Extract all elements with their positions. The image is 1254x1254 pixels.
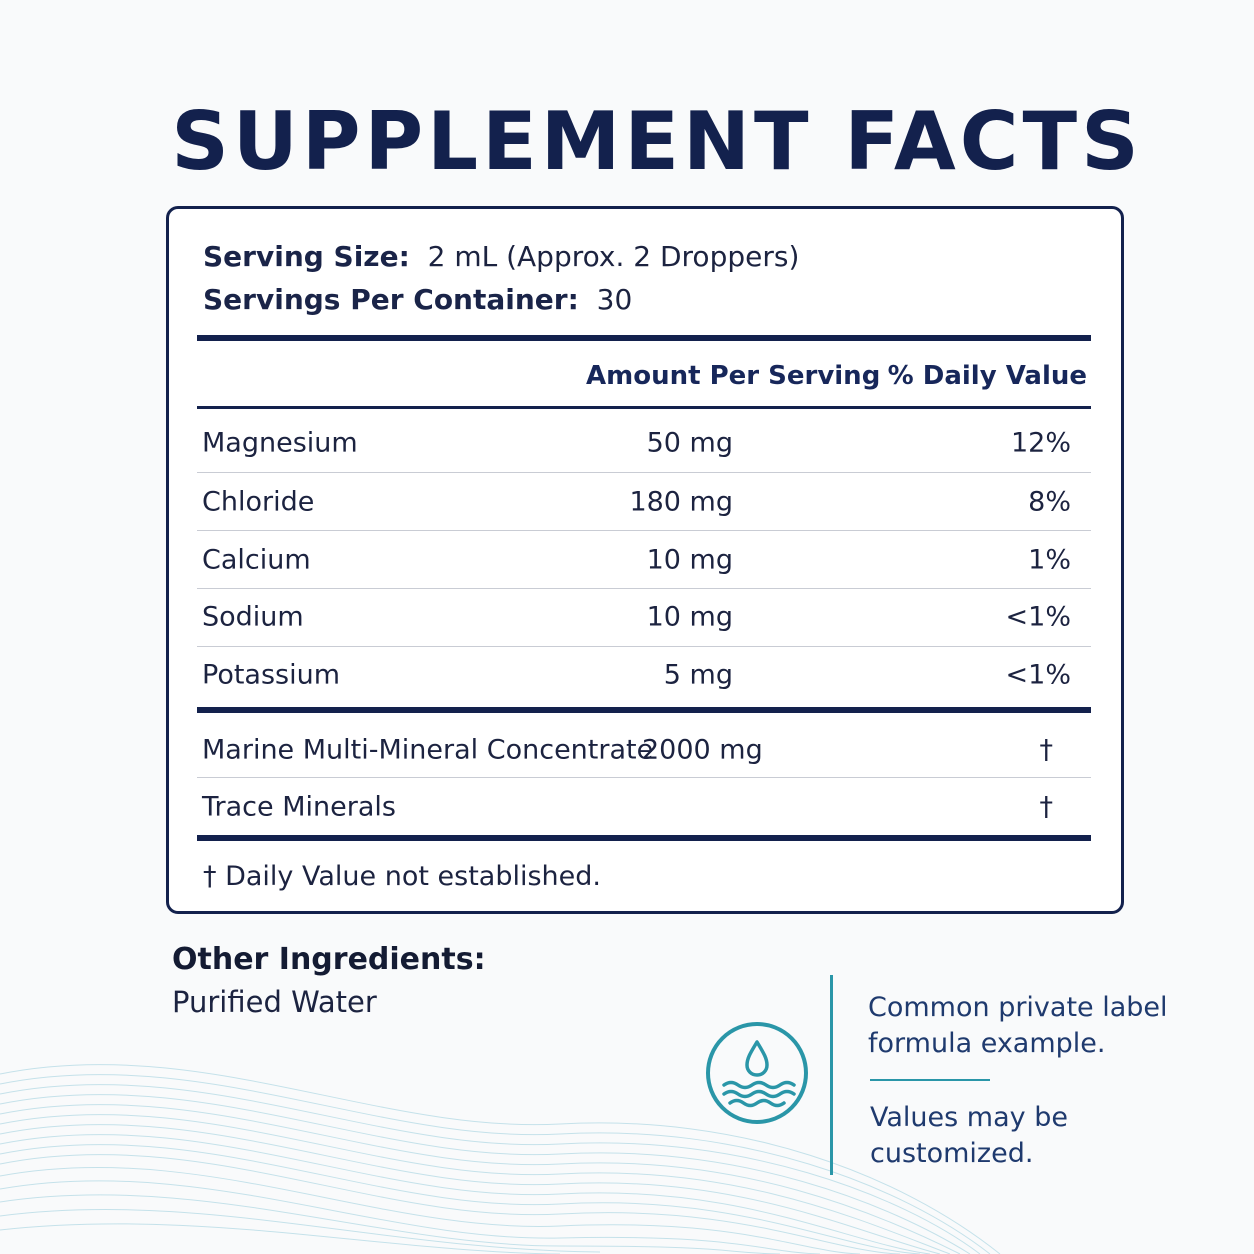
- nutrient-name: Sodium: [202, 601, 304, 633]
- table-row: Chloride 180 mg 8%: [197, 473, 1091, 531]
- note-formula-example: Common private label formula example.: [868, 992, 1168, 1059]
- note-divider-vertical: [830, 975, 833, 1175]
- table-row: Marine Multi-Mineral Concentrate 2000 mg…: [197, 721, 1091, 779]
- servings-per-container-value: 30: [596, 283, 633, 316]
- ingredient-daily-value: †: [1039, 734, 1054, 766]
- nutrient-amount: 10 mg: [646, 601, 733, 633]
- nutrient-amount: 5 mg: [663, 659, 733, 691]
- other-ingredients-label: Other Ingredients:: [172, 942, 486, 977]
- row-divider: [197, 530, 1091, 531]
- nutrient-name: Potassium: [202, 659, 341, 691]
- other-ingredients-value: Purified Water: [172, 985, 377, 1019]
- nutrient-daily-value: 1%: [1028, 544, 1071, 576]
- divider-thick: [197, 835, 1091, 841]
- nutrient-daily-value: 12%: [1010, 427, 1071, 459]
- nutrient-daily-value: <1%: [1005, 659, 1071, 691]
- decorative-waves: [0, 1064, 1001, 1254]
- header-amount-per-serving: Amount Per Serving: [586, 361, 881, 391]
- nutrient-daily-value: <1%: [1005, 601, 1071, 633]
- ingredient-name: Trace Minerals: [202, 791, 396, 823]
- serving-size-value: 2 mL (Approx. 2 Droppers): [427, 240, 800, 273]
- ingredient-amount: 2000 mg: [642, 734, 763, 766]
- nutrient-name: Magnesium: [202, 427, 358, 459]
- note-divider: [870, 1079, 990, 1081]
- table-row: Sodium 10 mg <1%: [197, 588, 1091, 646]
- row-divider: [197, 588, 1091, 589]
- servings-per-container-line: Servings Per Container: 30: [203, 278, 799, 321]
- nutrient-name: Chloride: [202, 486, 315, 518]
- water-drop-waves-icon: [706, 1022, 808, 1124]
- footnote: † Daily Value not established.: [203, 861, 601, 892]
- nutrient-amount: 10 mg: [646, 544, 733, 576]
- page-title: SUPPLEMENT FACTS: [171, 95, 1143, 188]
- servings-per-container-label: Servings Per Container:: [203, 283, 579, 316]
- table-row: Trace Minerals †: [197, 778, 1091, 836]
- nutrient-name: Calcium: [202, 544, 311, 576]
- table-row: Potassium 5 mg <1%: [197, 646, 1091, 704]
- nutrient-amount: 50 mg: [646, 427, 733, 459]
- ingredient-name: Marine Multi-Mineral Concentrate: [202, 734, 654, 766]
- row-divider: [197, 777, 1091, 778]
- divider-thick: [197, 335, 1091, 341]
- header-daily-value: % Daily Value: [887, 361, 1087, 391]
- row-divider: [197, 646, 1091, 647]
- row-divider: [197, 472, 1091, 473]
- nutrient-daily-value: 8%: [1028, 486, 1071, 518]
- divider-header: [197, 406, 1091, 409]
- supplement-facts-panel: Serving Size: 2 mL (Approx. 2 Droppers) …: [166, 206, 1124, 914]
- note-customizable: Values may be customized.: [870, 1102, 1068, 1169]
- divider-thick: [197, 707, 1091, 713]
- serving-size-label: Serving Size:: [203, 240, 410, 273]
- nutrient-amount: 180 mg: [629, 486, 733, 518]
- serving-info: Serving Size: 2 mL (Approx. 2 Droppers) …: [203, 235, 799, 321]
- ingredient-daily-value: †: [1039, 791, 1054, 823]
- serving-size-line: Serving Size: 2 mL (Approx. 2 Droppers): [203, 235, 799, 278]
- table-row: Magnesium 50 mg 12%: [197, 414, 1091, 472]
- table-row: Calcium 10 mg 1%: [197, 531, 1091, 589]
